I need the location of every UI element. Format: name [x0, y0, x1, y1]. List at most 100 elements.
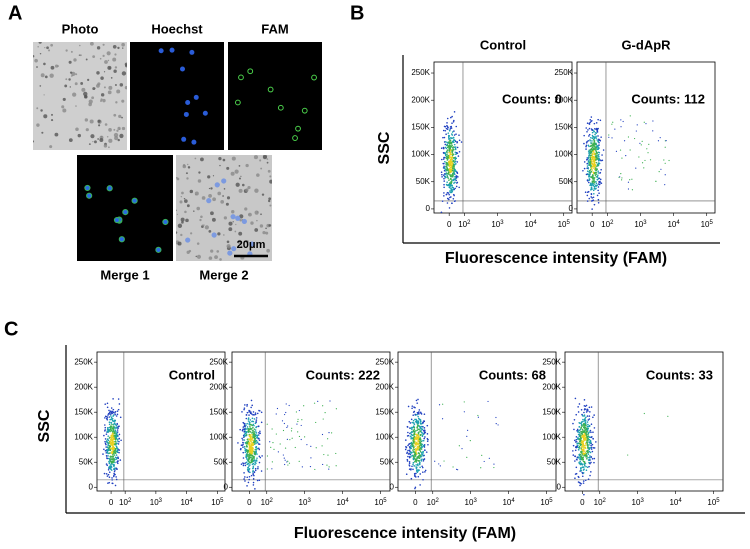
event-dot: [120, 416, 122, 418]
panel-b: SSC Fluorescence intensity (FAM) 250K200…: [376, 37, 720, 267]
event-dot: [248, 414, 250, 416]
speck: [223, 159, 226, 162]
event-dot: [589, 176, 591, 178]
event-dot: [581, 424, 583, 426]
event-dot: [452, 147, 454, 149]
event-dot: [583, 480, 585, 482]
event-dot: [628, 188, 629, 189]
event-dot: [419, 427, 421, 429]
event-dot: [594, 181, 596, 183]
event-dot: [585, 146, 587, 148]
event-dot: [595, 159, 597, 161]
event-dot: [107, 427, 109, 429]
cell: [163, 219, 168, 224]
event-dot: [254, 452, 256, 454]
event-dot: [591, 176, 593, 178]
event-dot: [408, 406, 410, 408]
cell: [227, 250, 232, 255]
speck: [267, 162, 269, 164]
event-dot: [597, 165, 599, 167]
event-dot: [253, 424, 255, 426]
event-dot: [250, 431, 252, 433]
y-tick-label: 200K: [375, 382, 394, 391]
event-dot: [410, 422, 412, 424]
event-dot: [592, 136, 594, 138]
event-dot: [439, 404, 440, 405]
event-dot: [588, 145, 590, 147]
event-dot: [280, 443, 281, 444]
event-dot: [419, 467, 421, 469]
event-dot: [249, 422, 251, 424]
event-dot: [414, 414, 416, 416]
event-dot: [578, 449, 580, 451]
event-dot: [642, 141, 643, 142]
event-dot: [251, 400, 253, 402]
speck: [86, 59, 88, 61]
x-tick-label: 105: [211, 498, 224, 508]
event-dot: [593, 180, 595, 182]
speck: [181, 192, 184, 195]
event-dot: [254, 454, 256, 456]
event-dot: [244, 436, 246, 438]
event-dot: [412, 464, 414, 466]
micrograph: [130, 42, 224, 150]
event-dot: [104, 417, 106, 419]
event-dot: [598, 202, 600, 204]
event-dot: [418, 411, 420, 413]
speck: [75, 82, 78, 85]
event-dot: [119, 434, 121, 436]
speck: [236, 183, 240, 187]
event-dot: [454, 162, 456, 164]
event-dot: [581, 472, 583, 474]
y-tick-label: 0: [569, 204, 574, 213]
event-dot: [597, 195, 599, 197]
event-dot: [641, 144, 642, 145]
event-dot: [447, 177, 449, 179]
event-dot: [663, 159, 664, 160]
event-dot: [449, 162, 451, 164]
event-dot: [592, 174, 594, 176]
event-dot: [115, 434, 117, 436]
event-dot: [585, 434, 587, 436]
cell: [189, 50, 194, 55]
event-dot: [655, 181, 656, 182]
event-dot: [102, 453, 104, 455]
event-dot: [441, 159, 443, 161]
event-dot: [111, 477, 113, 479]
speck: [65, 49, 67, 51]
event-dot: [247, 426, 249, 428]
event-dot: [586, 144, 588, 146]
event-dot: [453, 130, 455, 132]
event-dot: [322, 464, 323, 465]
x-tick-label: 102: [458, 220, 471, 230]
event-dot: [644, 413, 645, 414]
event-dot: [248, 482, 250, 484]
event-dot: [423, 438, 425, 440]
event-dot: [424, 436, 426, 438]
event-dot: [591, 129, 593, 131]
event-dot: [588, 441, 590, 443]
event-dot: [244, 425, 246, 427]
event-dot: [454, 111, 456, 113]
speck: [114, 133, 118, 137]
event-dot: [454, 144, 456, 146]
event-dot: [292, 438, 293, 439]
event-dot: [576, 467, 578, 469]
event-dot: [578, 411, 580, 413]
speck: [260, 168, 262, 170]
event-dot: [583, 412, 585, 414]
event-dot: [587, 466, 589, 468]
event-dot: [608, 137, 609, 138]
event-dot: [594, 173, 596, 175]
event-dot: [244, 439, 246, 441]
speck: [113, 129, 115, 131]
event-dot: [578, 430, 580, 432]
x-tick-label: 103: [299, 498, 312, 508]
event-dot: [582, 449, 584, 451]
event-dot: [285, 412, 286, 413]
event-dot: [448, 146, 450, 148]
x-tick-label: 0: [447, 220, 452, 229]
event-dot: [448, 185, 450, 187]
event-dot: [329, 400, 330, 401]
event-dot: [592, 156, 594, 158]
